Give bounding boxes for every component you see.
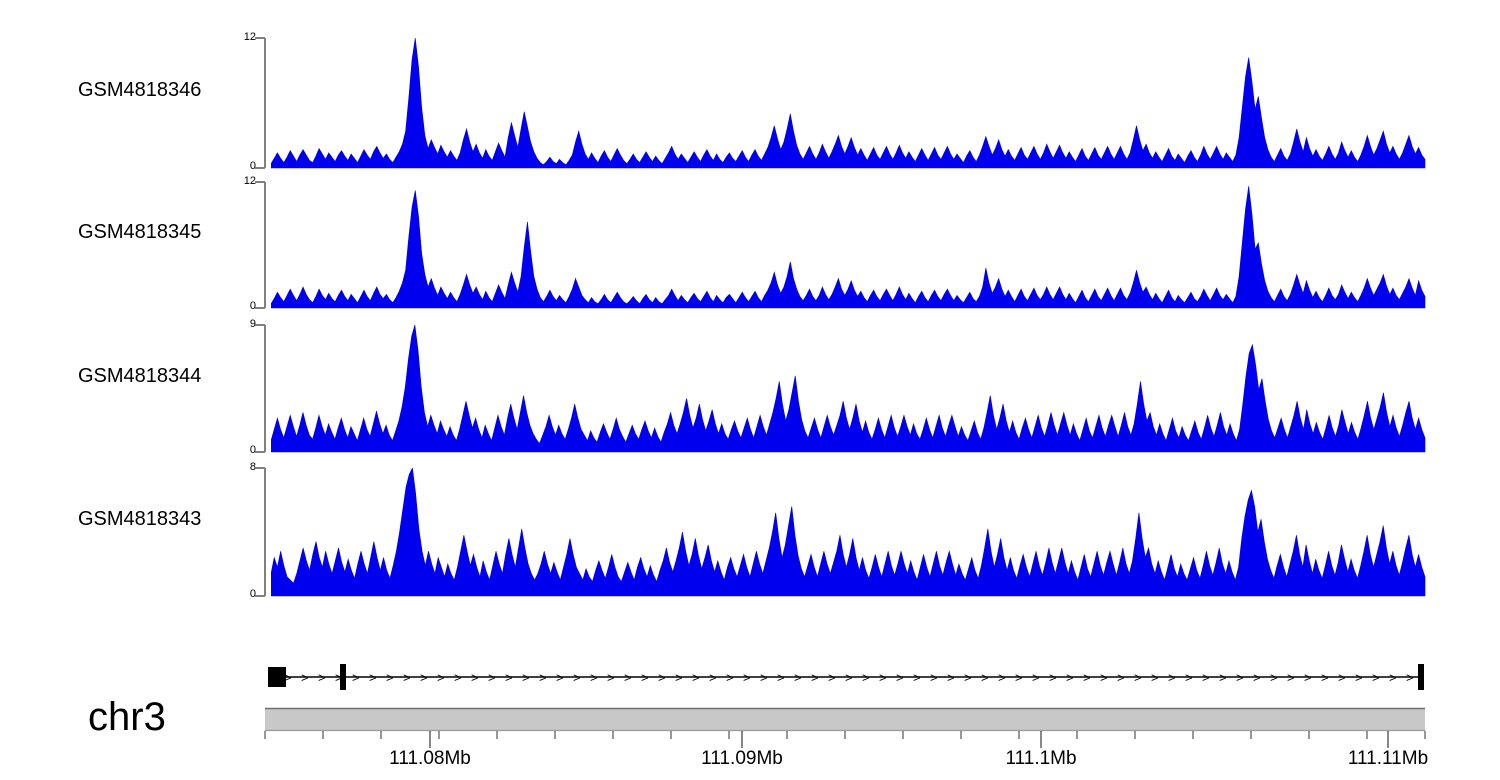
ruler-tick-label-2: 111.1Mb — [1005, 748, 1077, 769]
signal-area-GSM4818346 — [271, 38, 1426, 169]
svg-text:>: > — [777, 670, 785, 685]
y-axis-max-GSM4818345: 12 — [243, 175, 256, 187]
svg-text:>: > — [1049, 670, 1057, 685]
svg-text:>: > — [1372, 670, 1380, 685]
svg-text:>: > — [1151, 670, 1159, 685]
svg-text:>: > — [1389, 670, 1397, 685]
svg-text:>: > — [675, 670, 683, 685]
svg-text:>: > — [845, 670, 853, 685]
svg-text:>: > — [1270, 670, 1278, 685]
svg-text:>: > — [709, 670, 717, 685]
svg-text:>: > — [556, 670, 564, 685]
svg-text:>: > — [318, 670, 326, 685]
svg-text:>: > — [1406, 670, 1414, 685]
svg-text:>: > — [471, 670, 479, 685]
svg-text:>: > — [1185, 670, 1193, 685]
ruler-tick-label-3: 111.11Mb — [1347, 748, 1429, 769]
y-axis-GSM4818345 — [255, 181, 266, 309]
svg-text:>: > — [590, 670, 598, 685]
svg-text:>: > — [1083, 670, 1091, 685]
y-axis-max-GSM4818343: 8 — [249, 461, 256, 473]
svg-text:>: > — [930, 670, 938, 685]
svg-text:>: > — [658, 670, 666, 685]
chromosome-ruler[interactable] — [0, 706, 1500, 766]
track-label-GSM4818344: GSM4818344 — [78, 365, 202, 387]
y-axis-max-GSM4818344: 9 — [249, 318, 256, 330]
svg-text:>: > — [454, 670, 462, 685]
signal-area-GSM4818343 — [271, 468, 1426, 597]
y-axis-GSM4818346 — [255, 37, 266, 169]
svg-text:>: > — [947, 670, 955, 685]
svg-text:>: > — [488, 670, 496, 685]
track-label-GSM4818345: GSM4818345 — [78, 221, 202, 243]
y-axis-min-GSM4818344: 0 — [249, 444, 256, 456]
svg-text:>: > — [607, 670, 615, 685]
ruler-tick-label-0: 111.08Mb — [389, 748, 471, 769]
svg-text:>: > — [913, 670, 921, 685]
svg-text:>: > — [335, 670, 343, 685]
ruler-tick-label-1: 111.09Mb — [701, 748, 783, 769]
svg-text:>: > — [403, 670, 411, 685]
svg-text:>: > — [1321, 670, 1329, 685]
svg-text:>: > — [1219, 670, 1227, 685]
svg-text:>: > — [1236, 670, 1244, 685]
svg-text:>: > — [284, 670, 292, 685]
svg-text:>: > — [1134, 670, 1142, 685]
svg-text:>: > — [1253, 670, 1261, 685]
svg-text:>: > — [964, 670, 972, 685]
svg-text:>: > — [624, 670, 632, 685]
svg-text:>: > — [828, 670, 836, 685]
svg-text:>: > — [692, 670, 700, 685]
svg-text:>: > — [641, 670, 649, 685]
svg-text:>: > — [505, 670, 513, 685]
svg-text:>: > — [1287, 670, 1295, 685]
svg-text:>: > — [522, 670, 530, 685]
svg-text:>: > — [1168, 670, 1176, 685]
svg-text:>: > — [1032, 670, 1040, 685]
svg-text:>: > — [879, 670, 887, 685]
chromosome-label: chr3 — [88, 695, 166, 739]
svg-text:>: > — [743, 670, 751, 685]
svg-text:>: > — [1202, 670, 1210, 685]
y-axis-min-GSM4818343: 0 — [249, 588, 256, 600]
svg-text:>: > — [896, 670, 904, 685]
y-axis-min-GSM4818346: 0 — [249, 160, 256, 172]
svg-text:>: > — [1100, 670, 1108, 685]
y-axis-min-GSM4818345: 0 — [249, 300, 256, 312]
svg-text:>: > — [437, 670, 445, 685]
svg-text:>: > — [1304, 670, 1312, 685]
svg-text:>: > — [1015, 670, 1023, 685]
svg-text:>: > — [539, 670, 547, 685]
svg-text:>: > — [1117, 670, 1125, 685]
y-axis-GSM4818343 — [255, 467, 266, 597]
track-label-GSM4818343: GSM4818343 — [78, 508, 202, 530]
svg-text:>: > — [726, 670, 734, 685]
svg-text:>: > — [1338, 670, 1346, 685]
signal-area-GSM4818344 — [271, 325, 1426, 453]
y-axis-GSM4818344 — [255, 324, 266, 453]
signal-area-GSM4818345 — [271, 186, 1426, 309]
track-label-GSM4818346: GSM4818346 — [78, 79, 202, 101]
svg-text:>: > — [573, 670, 581, 685]
svg-text:>: > — [760, 670, 768, 685]
svg-text:>: > — [794, 670, 802, 685]
svg-text:>: > — [386, 670, 394, 685]
svg-text:>: > — [1066, 670, 1074, 685]
svg-text:>: > — [369, 670, 377, 685]
svg-text:>: > — [352, 670, 360, 685]
svg-text:>: > — [998, 670, 1006, 685]
svg-text:>: > — [981, 670, 989, 685]
gene-model-track[interactable]: > > > > > > > > > > > > > > > > > > > > > > > > > > > > > > > > > > > > > > > >… — [0, 655, 1500, 699]
svg-text:>: > — [420, 670, 428, 685]
svg-text:>: > — [301, 670, 309, 685]
svg-text:>: > — [1355, 670, 1363, 685]
svg-text:>: > — [862, 670, 870, 685]
svg-text:>: > — [811, 670, 819, 685]
y-axis-max-GSM4818346: 12 — [243, 31, 256, 43]
